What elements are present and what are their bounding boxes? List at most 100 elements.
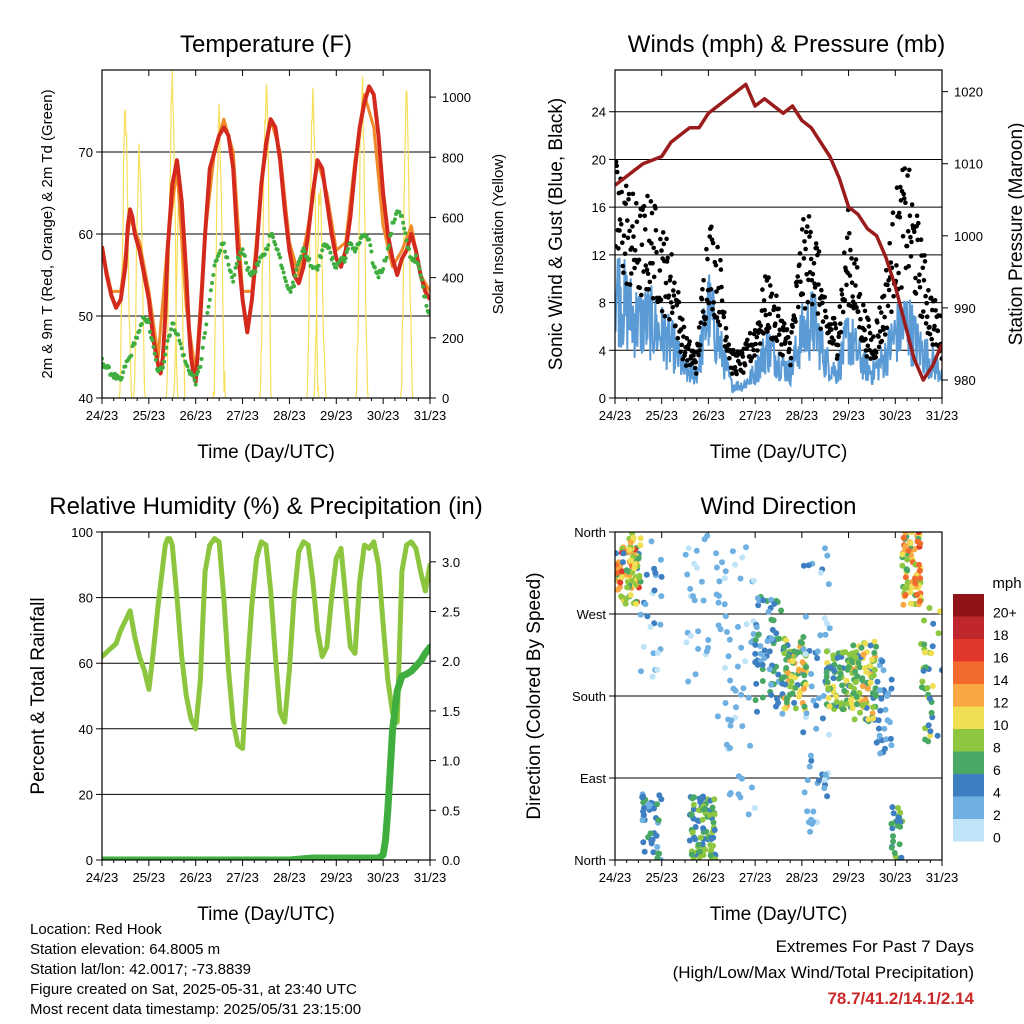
gust-point [631, 234, 636, 239]
panel-1: 40 50 60 70 0 200 400 600 800 1000 24/23 25/23 26/23… [39, 31, 507, 463]
dewpoint-point [383, 258, 388, 263]
wind-direction-point [711, 796, 718, 803]
gust-point [776, 306, 781, 312]
gust-point [694, 371, 699, 376]
wind-direction-point [740, 685, 747, 692]
gust-point [808, 229, 813, 235]
wind-direction-point [691, 794, 697, 801]
x-tick-label: 25/23 [645, 870, 678, 885]
wind-direction-point [877, 707, 884, 714]
x-tick-label: 25/23 [645, 408, 678, 423]
dewpoint-point [193, 382, 198, 387]
gust-point [928, 295, 934, 301]
wind-direction-point [647, 623, 654, 630]
wind-direction-point [754, 595, 761, 602]
temp-2m-line [102, 84, 430, 384]
gust-point [651, 274, 657, 280]
wind-direction-point [821, 785, 828, 792]
plot-border [614, 69, 943, 399]
wind-direction-point [698, 578, 705, 585]
wind-direction-point [755, 631, 762, 638]
x-tick-label: 29/23 [832, 870, 865, 885]
wind-direction-point [655, 850, 661, 857]
wind-direction-point [937, 608, 942, 615]
gust-point [629, 245, 635, 250]
gust-point [866, 317, 871, 323]
gust-point [909, 202, 915, 207]
gust-point [703, 315, 709, 320]
wind-direction-point [879, 658, 886, 665]
wind-direction-point [688, 851, 695, 858]
colorbar-label: 18 [993, 627, 1009, 643]
dewpoint-point [392, 217, 397, 222]
gust-point [815, 252, 820, 258]
dewpoint-point [389, 231, 394, 236]
dewpoint-point [324, 243, 329, 248]
gust-point [706, 300, 712, 306]
gust-point [794, 279, 800, 285]
wind-direction-point [871, 638, 878, 645]
wind-direction-point [824, 620, 830, 627]
gust-point [648, 199, 654, 204]
wind-direction-point [805, 562, 812, 569]
gust-point [808, 256, 814, 262]
gust-point [847, 231, 852, 236]
wind-direction-point [615, 561, 619, 568]
wind-direction-point [714, 713, 721, 720]
gust-point [867, 330, 873, 336]
gust-point [615, 163, 619, 169]
gust-point [637, 285, 642, 291]
wind-direction-point [859, 683, 866, 690]
wind-direction-point [822, 771, 829, 778]
wind-direction-point [755, 602, 762, 609]
gust-point [630, 224, 635, 229]
gust-point [930, 342, 936, 347]
solar-insolation-spike [259, 84, 273, 398]
wind-direction-point [876, 687, 883, 694]
gust-point [901, 191, 906, 197]
gust-point [767, 311, 772, 317]
gust-point [811, 261, 817, 266]
wind-direction-point [794, 649, 801, 656]
x-tick-label: 31/23 [926, 408, 959, 423]
gust-point [820, 319, 826, 324]
gust-point [922, 253, 927, 258]
wind-direction-point [685, 545, 692, 552]
wind-direction-point [888, 685, 895, 692]
gust-point [696, 325, 702, 330]
gust-point [882, 332, 888, 337]
y-tick-label: 80 [79, 591, 93, 606]
wind-direction-point [752, 697, 759, 704]
gust-point [649, 210, 655, 216]
gust-point [819, 287, 824, 293]
gust-point [669, 252, 674, 257]
gust-point [875, 320, 880, 325]
wind-direction-point [912, 580, 919, 587]
gust-point [797, 251, 803, 256]
wind-direction-point [852, 679, 859, 686]
wind-direction-point [643, 571, 650, 578]
wind-direction-point [918, 684, 925, 691]
gust-point [913, 291, 919, 296]
colorbar-swatch [953, 774, 984, 797]
dewpoint-point [196, 369, 201, 374]
gust-point [854, 265, 860, 270]
dewpoint-point [169, 327, 174, 332]
gust-point [796, 304, 801, 310]
gust-point [924, 300, 929, 306]
gust-point [837, 304, 843, 309]
wind-direction-point [776, 635, 782, 642]
dewpoint-point [294, 267, 299, 272]
wind-direction-point [623, 567, 630, 574]
gust-point [920, 265, 926, 271]
gust-point [831, 315, 837, 321]
x-tick-label: 28/23 [273, 408, 306, 423]
wind-direction-point [845, 664, 852, 671]
gust-point [754, 334, 760, 340]
gust-point [879, 338, 885, 344]
wind-direction-point [808, 757, 815, 764]
gust-point [793, 319, 798, 324]
wind-direction-point [921, 641, 928, 648]
gust-point [637, 213, 643, 219]
wind-direction-point [814, 655, 821, 662]
